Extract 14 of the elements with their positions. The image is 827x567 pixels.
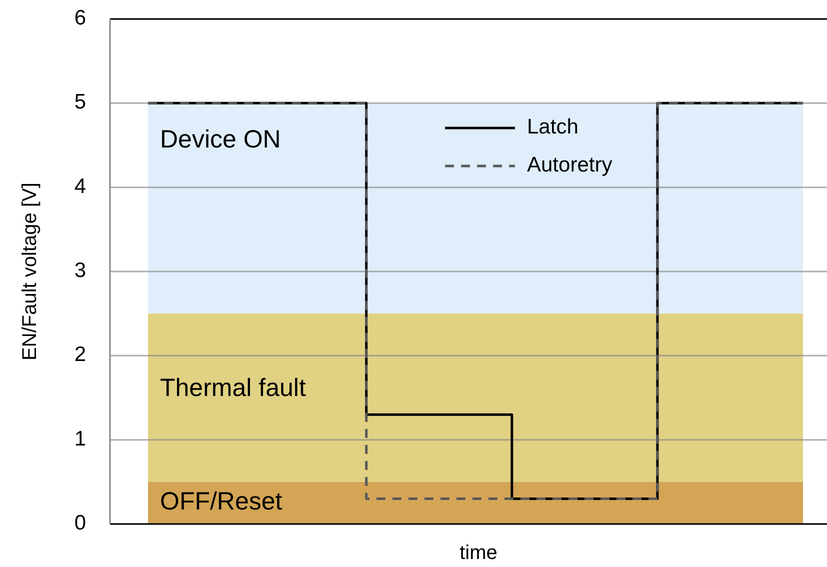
- y-tick-label: 5: [74, 90, 86, 114]
- legend-label: Autoretry: [527, 154, 613, 177]
- y-tick-label: 6: [74, 6, 86, 30]
- band-label: Device ON: [160, 126, 281, 154]
- x-axis-title: time: [460, 542, 498, 564]
- legend-label: Latch: [527, 116, 578, 139]
- y-tick-label: 3: [74, 259, 86, 282]
- y-tick-label: 2: [74, 343, 86, 366]
- y-tick-label: 4: [74, 174, 86, 198]
- y-tick-label: 0: [74, 512, 86, 535]
- y-tick-label: 1: [74, 427, 86, 450]
- band-label: OFF/Reset: [160, 488, 282, 516]
- y-axis-title: EN/Fault voltage [V]: [19, 182, 41, 360]
- band-label: Thermal fault: [160, 374, 306, 402]
